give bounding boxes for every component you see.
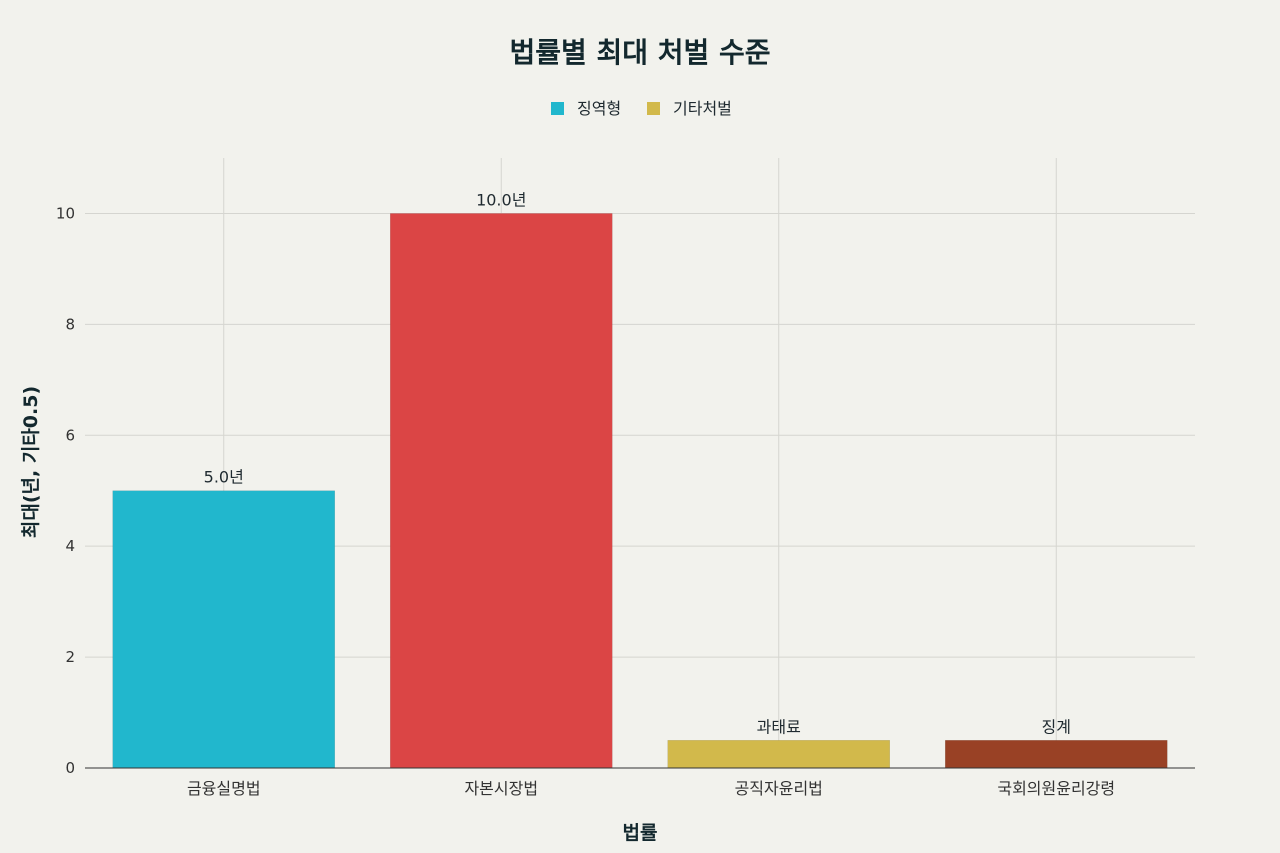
y-tick-label: 2 bbox=[65, 648, 75, 666]
x-tick-label: 공직자윤리법 bbox=[735, 779, 823, 798]
bar-data-label: 10.0년 bbox=[476, 190, 526, 209]
legend-swatch bbox=[551, 102, 564, 115]
bar-data-label: 징계 bbox=[1042, 717, 1071, 736]
bar bbox=[390, 213, 613, 769]
legend-entry-label: 기타처벌 bbox=[673, 99, 732, 118]
y-tick-label: 6 bbox=[65, 426, 75, 444]
bar bbox=[945, 740, 1168, 769]
y-tick-label: 0 bbox=[65, 759, 75, 777]
chart-title: 법률별 최대 처벌 수준 bbox=[509, 36, 770, 69]
legend-swatch bbox=[647, 102, 660, 115]
y-tick-label: 4 bbox=[65, 537, 75, 555]
legend-entry-label: 징역형 bbox=[577, 99, 621, 118]
bar bbox=[112, 490, 335, 769]
bar bbox=[667, 740, 890, 769]
x-tick-label: 자본시장법 bbox=[464, 779, 538, 798]
y-axis-title: 최대(년, 기타0.5) bbox=[20, 386, 42, 538]
x-tick-label: 금융실명법 bbox=[187, 779, 261, 798]
x-axis-ticks: 금융실명법 자본시장법 공직자윤리법 국회의원윤리강령 bbox=[187, 779, 1115, 798]
y-tick-label: 8 bbox=[65, 315, 75, 333]
y-tick-label: 10 bbox=[56, 204, 75, 222]
bar-data-label: 과태료 bbox=[757, 717, 801, 736]
x-axis-title: 법률 bbox=[623, 822, 658, 844]
x-tick-label: 국회의원윤리강령 bbox=[997, 779, 1115, 798]
bars bbox=[112, 213, 1168, 769]
legend: 징역형 기타처벌 bbox=[551, 99, 732, 118]
bar-data-label: 5.0년 bbox=[204, 468, 244, 487]
y-axis-ticks: 0 2 4 6 8 10 bbox=[56, 204, 75, 777]
